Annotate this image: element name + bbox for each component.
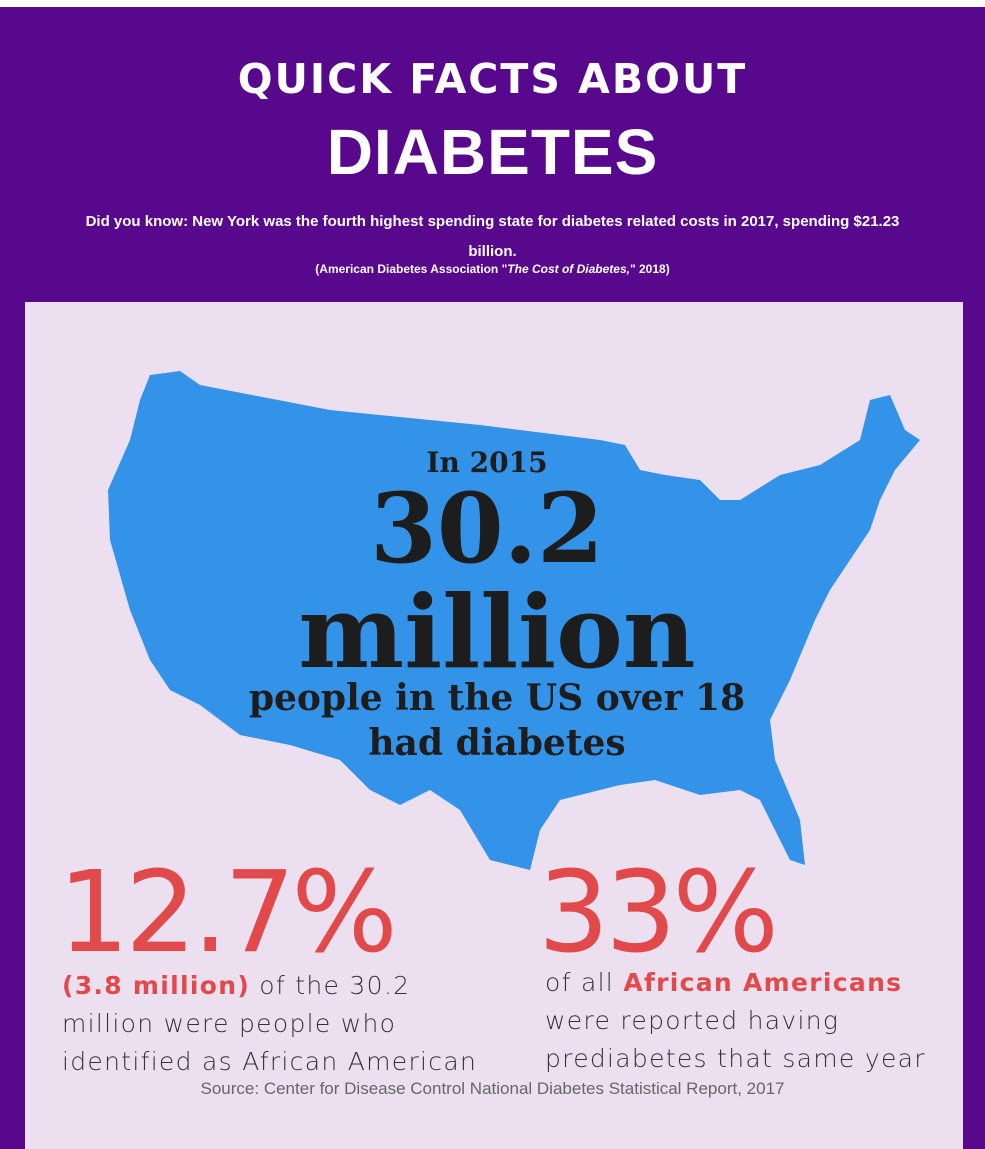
citation-text: " 2018) bbox=[629, 262, 670, 276]
stat-big: 12.7% bbox=[58, 848, 398, 978]
stat-highlight: (3.8 million) bbox=[62, 971, 251, 1000]
citation-title: The Cost of Diabetes, bbox=[507, 262, 630, 276]
map-lead: In 2015 bbox=[426, 446, 547, 479]
source: Source: Center for Disease Control Natio… bbox=[200, 1079, 785, 1098]
map-layer: In 2015 30.2 million people in the US ov… bbox=[108, 371, 920, 870]
title-line2: DIABETES bbox=[326, 116, 659, 188]
title-line1: QUICK FACTS ABOUT bbox=[237, 55, 748, 103]
citation-text: (American Diabetes Association " bbox=[315, 262, 508, 276]
map-unit: million bbox=[298, 573, 695, 691]
map-line1: people in the US over 18 bbox=[249, 677, 745, 719]
stat-text: (3.8 million) of the 30.2 million were p… bbox=[62, 967, 502, 1081]
us-map bbox=[108, 371, 920, 870]
infographic: QUICK FACTS ABOUT DIABETES Did you know:… bbox=[0, 7, 985, 1149]
stat-body: of all bbox=[545, 968, 624, 997]
map-number: 30.2 bbox=[370, 472, 604, 585]
stat-highlight: African Americans bbox=[623, 968, 903, 997]
intro: Did you know: New York was the fourth hi… bbox=[85, 213, 900, 260]
citation: (American Diabetes Association "The Cost… bbox=[0, 262, 985, 276]
stat-body: of the 30.2 million were people who iden… bbox=[62, 971, 478, 1076]
map-line2: had diabetes bbox=[368, 722, 625, 764]
stat-body: were reported having prediabetes that sa… bbox=[545, 1006, 926, 1073]
stat-big: 33% bbox=[538, 848, 779, 978]
stat-text: of all African Americans were reported h… bbox=[545, 964, 945, 1078]
